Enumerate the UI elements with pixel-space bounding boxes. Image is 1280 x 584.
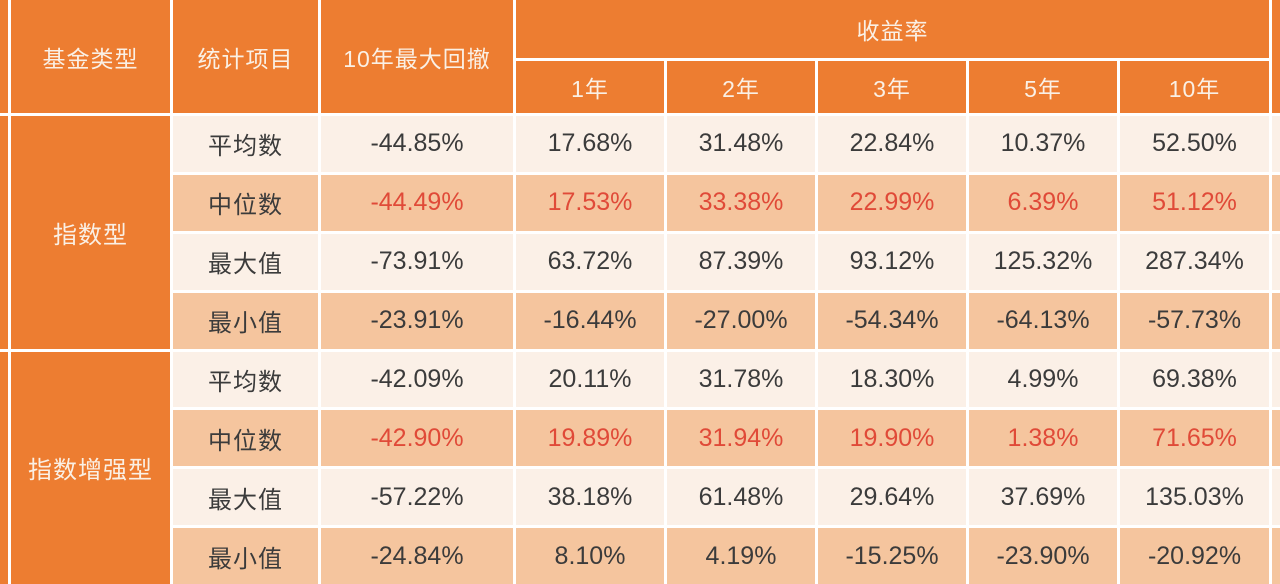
cell-return: 69.38% [1120, 351, 1269, 408]
cell-drawdown: -57.22% [321, 469, 513, 526]
cell-drawdown: -24.84% [321, 528, 513, 584]
cell-return: 61.48% [667, 469, 815, 526]
header-period-5y: 5年 [969, 61, 1117, 113]
cell-return: 287.34% [1120, 233, 1269, 290]
cell-stat: 平均数 [173, 351, 318, 408]
cell-return: 4.99% [969, 351, 1117, 408]
cell-return: 29.64% [818, 469, 966, 526]
table-edge-right [1272, 410, 1280, 467]
cell-return: 38.18% [516, 469, 664, 526]
cell-stat: 中位数 [173, 174, 318, 231]
table-edge-right [1272, 233, 1280, 290]
cell-drawdown: -73.91% [321, 233, 513, 290]
table-edge-left-group1 [0, 116, 8, 349]
cell-return: 8.10% [516, 528, 664, 584]
cell-stat: 最大值 [173, 469, 318, 526]
header-fund-type: 基金类型 [11, 0, 170, 113]
cell-drawdown: -23.91% [321, 292, 513, 349]
cell-drawdown-highlight: -42.90% [321, 410, 513, 467]
table-edge-right [1272, 116, 1280, 172]
table-edge-left-header [0, 0, 8, 113]
table-edge-right [1272, 174, 1280, 231]
cell-return: 31.48% [667, 116, 815, 172]
cell-return: 10.37% [969, 116, 1117, 172]
cell-return: -27.00% [667, 292, 815, 349]
cell-drawdown: -42.09% [321, 351, 513, 408]
cell-return-highlight: 22.99% [818, 174, 966, 231]
cell-return: 4.19% [667, 528, 815, 584]
cell-return-highlight: 33.38% [667, 174, 815, 231]
cell-return: 22.84% [818, 116, 966, 172]
cell-stat: 最大值 [173, 233, 318, 290]
cell-return-highlight: 71.65% [1120, 410, 1269, 467]
cell-return-highlight: 19.90% [818, 410, 966, 467]
table-edge-right [1272, 351, 1280, 408]
group-label-index-enhanced: 指数增强型 [11, 351, 170, 584]
cell-return: -64.13% [969, 292, 1117, 349]
cell-return: 17.68% [516, 116, 664, 172]
cell-stat: 最小值 [173, 292, 318, 349]
cell-return: 20.11% [516, 351, 664, 408]
cell-drawdown-highlight: -44.49% [321, 174, 513, 231]
cell-return: 93.12% [818, 233, 966, 290]
table-edge-right [1272, 469, 1280, 526]
cell-stat: 中位数 [173, 410, 318, 467]
cell-return-highlight: 51.12% [1120, 174, 1269, 231]
header-stat-item: 统计项目 [173, 0, 318, 113]
cell-return: 125.32% [969, 233, 1117, 290]
cell-return: -54.34% [818, 292, 966, 349]
cell-return-highlight: 17.53% [516, 174, 664, 231]
cell-return: -57.73% [1120, 292, 1269, 349]
header-drawdown-10y: 10年最大回撤 [321, 0, 513, 113]
header-period-1y: 1年 [516, 61, 664, 113]
table-edge-right-header [1272, 0, 1280, 113]
cell-return-highlight: 31.94% [667, 410, 815, 467]
cell-stat: 最小值 [173, 528, 318, 584]
cell-drawdown: -44.85% [321, 116, 513, 172]
cell-return: 37.69% [969, 469, 1117, 526]
cell-stat: 平均数 [173, 116, 318, 172]
cell-return: 31.78% [667, 351, 815, 408]
header-period-3y: 3年 [818, 61, 966, 113]
cell-return: -20.92% [1120, 528, 1269, 584]
cell-return: 18.30% [818, 351, 966, 408]
header-period-10y: 10年 [1120, 61, 1269, 113]
cell-return-highlight: 6.39% [969, 174, 1117, 231]
table-edge-right [1272, 528, 1280, 584]
header-return-rate: 收益率 [516, 0, 1269, 58]
cell-return: 63.72% [516, 233, 664, 290]
cell-return: 87.39% [667, 233, 815, 290]
cell-return-highlight: 19.89% [516, 410, 664, 467]
header-period-2y: 2年 [667, 61, 815, 113]
table-edge-left-group2 [0, 351, 8, 584]
cell-return: -15.25% [818, 528, 966, 584]
table-edge-right [1272, 292, 1280, 349]
cell-return: 135.03% [1120, 469, 1269, 526]
cell-return-highlight: 1.38% [969, 410, 1117, 467]
cell-return: -16.44% [516, 292, 664, 349]
group-label-index: 指数型 [11, 116, 170, 349]
cell-return: 52.50% [1120, 116, 1269, 172]
cell-return: -23.90% [969, 528, 1117, 584]
